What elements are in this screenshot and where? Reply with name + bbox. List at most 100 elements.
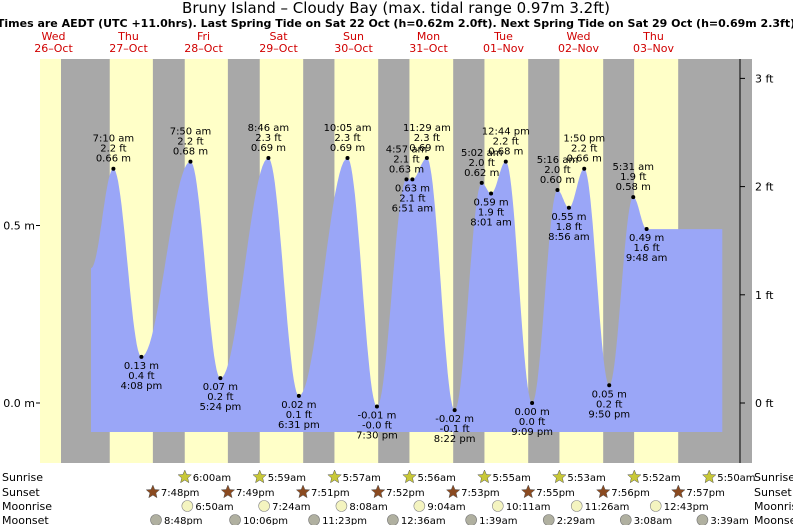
sunset-time: 7:49pm	[236, 488, 275, 499]
moonset-time: 12:36am	[401, 516, 446, 525]
ephem-row-label-left: Sunrise	[2, 471, 43, 484]
tide-label: 1.9 ft	[478, 208, 504, 219]
tide-label: 1.6 ft	[633, 243, 659, 254]
tide-label: 0.66 m	[567, 154, 602, 165]
chart-title: Bruny Island – Cloudy Bay (max. tidal ra…	[182, 0, 610, 17]
sunrise-time: 6:00am	[193, 473, 231, 484]
tide-label: 0.07 m	[203, 382, 238, 393]
date-label: 29–Oct	[259, 42, 298, 55]
low-tide-point	[530, 401, 535, 405]
tide-label: 1.9 ft	[620, 172, 646, 183]
tide-label: 5:31 am	[612, 162, 654, 173]
tide-label: 2.0 ft	[544, 165, 570, 176]
sunset-time: 7:53pm	[461, 488, 500, 499]
sunrise-time: 5:53am	[567, 473, 605, 484]
moonset-icon	[465, 514, 477, 525]
tide-label: 9:48 am	[626, 253, 668, 264]
tide-label: 0.00 m	[515, 407, 550, 418]
tide-label: 0.63 m	[395, 183, 430, 194]
low-tide-point	[644, 227, 649, 232]
tide-label: 0.68 m	[173, 147, 208, 158]
high-tide-point	[631, 195, 636, 200]
day-labels: Wed26–OctThu27–OctFri28–OctSat29–OctSun3…	[34, 30, 674, 55]
day-of-week-label: Sun	[343, 30, 364, 43]
sunrise-icon	[327, 469, 342, 484]
sunset-icon	[595, 484, 611, 499]
sunrise-time: 5:56am	[418, 473, 456, 484]
sunset-time: 7:51pm	[311, 488, 350, 499]
tide-label: 10:05 am	[324, 123, 372, 134]
moonset-icon	[696, 514, 709, 525]
sunrise-icon	[627, 469, 642, 484]
high-tide-point	[479, 180, 484, 185]
tide-label: 2.1 ft	[393, 154, 419, 165]
moonset-icon	[229, 514, 241, 525]
tide-label: 9:50 pm	[588, 409, 630, 420]
tide-label: 8:46 am	[248, 123, 290, 134]
sunset-icon	[370, 484, 386, 499]
moonrise-time: 8:08am	[349, 502, 387, 513]
tide-label: -0.02 m	[435, 414, 474, 425]
sunrise-icon	[477, 469, 492, 484]
tide-label: 0.58 m	[616, 182, 651, 193]
tide-label: 4:08 pm	[121, 381, 163, 392]
sunrise-icon	[402, 469, 417, 484]
high-tide-point	[188, 159, 193, 164]
low-tide-point	[566, 205, 571, 210]
high-tide-point	[555, 188, 560, 192]
sunrise-icon	[177, 469, 193, 484]
day-of-week-label: Fri	[197, 30, 210, 43]
tide-label: 1:50 pm	[563, 134, 605, 145]
tide-label: 5:24 pm	[200, 402, 242, 413]
moonset-time: 10:06pm	[243, 516, 288, 525]
sunrise-time: 5:55am	[493, 473, 531, 484]
moonrise-time: 7:24am	[272, 502, 310, 513]
tide-label: 0.2 ft	[207, 392, 233, 403]
date-label: 26–Oct	[34, 42, 73, 55]
high-tide-point	[582, 166, 587, 171]
tide-label: 0.4 ft	[128, 371, 154, 382]
day-of-week-label: Tue	[493, 30, 513, 43]
tide-label: 2.2 ft	[571, 144, 597, 155]
tide-label: 2.3 ft	[255, 133, 281, 144]
sunset-time: 7:48pm	[161, 488, 200, 499]
high-tide-point	[503, 159, 508, 164]
tide-label: 6:31 pm	[278, 420, 320, 431]
moonset-icon	[542, 514, 555, 525]
tide-label: -0.1 ft	[440, 424, 470, 435]
moonrise-icon	[492, 500, 504, 512]
low-tide-point	[452, 408, 457, 413]
sunset-time: 7:56pm	[611, 488, 650, 499]
moonrise-time: 6:50am	[195, 502, 233, 513]
tide-label: 9:09 pm	[511, 427, 553, 438]
tide-label: 0.69 m	[409, 143, 444, 154]
chart-subtitle: Times are AEDT (UTC +11.0hrs). Last Spri…	[0, 17, 793, 30]
ephem-row-label-left: Moonset	[2, 514, 49, 525]
tide-label: 0.05 m	[592, 389, 627, 400]
tide-label: 2.2 ft	[100, 144, 126, 155]
moonrise-icon	[335, 500, 348, 512]
moonset-icon	[150, 514, 162, 525]
moonrise-time: 12:43pm	[664, 502, 709, 513]
ephem-row-label-left: Sunset	[2, 486, 40, 499]
tide-label: 0.60 m	[540, 175, 575, 186]
day-of-week-label: Sat	[269, 30, 288, 43]
tide-label: -0.01 m	[358, 411, 397, 422]
tide-label: 5:16 am	[537, 155, 579, 166]
y-axes: 0.0 m 0.5 m 0 ft 1 ft 2 ft 3 ft	[3, 59, 774, 463]
tide-label: 1.8 ft	[556, 222, 582, 233]
right-tick-label: 2 ft	[755, 181, 774, 194]
ephem-row-label-right: Sunset	[754, 486, 792, 499]
tide-label: 0.69 m	[330, 143, 365, 154]
tide-label: 0.59 m	[473, 198, 508, 209]
sunset-time: 7:57pm	[686, 488, 725, 499]
date-label: 31–Oct	[409, 42, 448, 55]
moonset-time: 1:39am	[479, 516, 517, 525]
sunrise-time: 5:50am	[717, 473, 755, 484]
ephem-row-label-left: Moonrise	[2, 500, 52, 513]
moonset-time: 3:39am	[710, 516, 748, 525]
tide-label: 0.69 m	[251, 143, 286, 154]
tide-label: 4:57 am	[386, 144, 428, 155]
moonset-time: 2:29am	[557, 516, 595, 525]
